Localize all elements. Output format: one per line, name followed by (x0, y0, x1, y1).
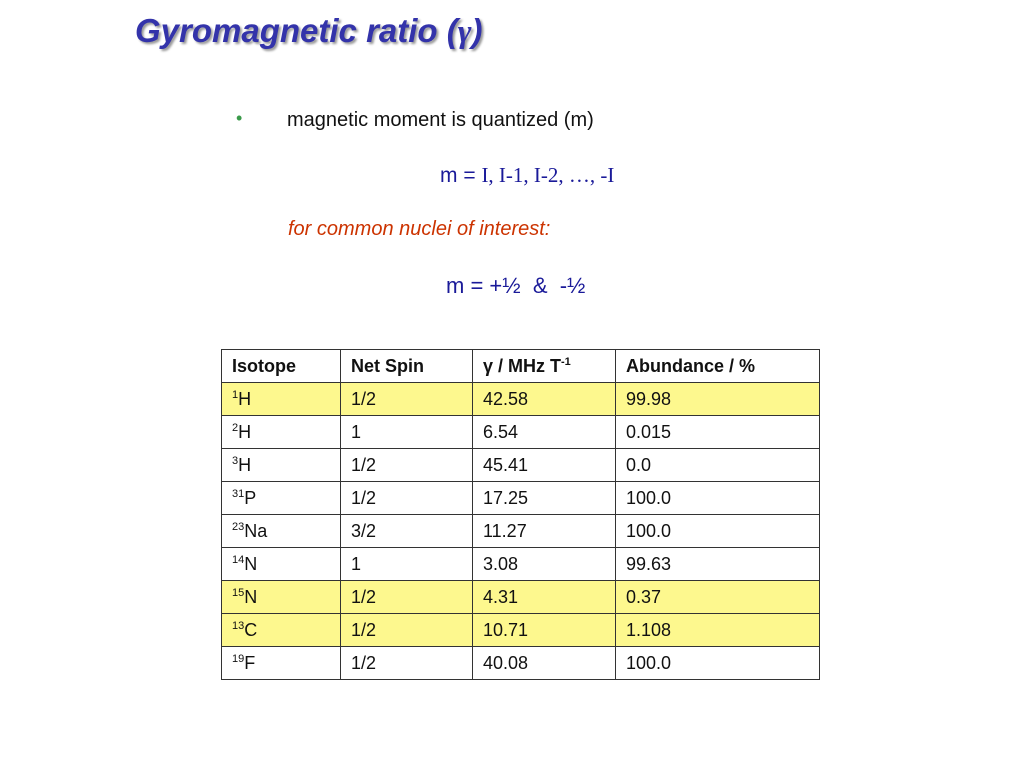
cell-abundance: 100.0 (615, 481, 820, 515)
cell-net-spin: 1/2 (340, 646, 473, 680)
cell-abundance: 99.63 (615, 547, 820, 581)
equation-half-spin: m = +½ & -½ (446, 273, 586, 298)
cell-gamma: 11.27 (472, 514, 616, 548)
cell-abundance: 100.0 (615, 646, 820, 680)
cell-isotope: 14N (221, 547, 341, 581)
cell-abundance: 1.108 (615, 613, 820, 647)
header-gamma: γ / MHz T-1 (472, 349, 616, 383)
mass-number: 13 (232, 619, 245, 632)
cell-net-spin: 3/2 (340, 514, 473, 548)
mass-number: 3 (232, 454, 239, 467)
cell-gamma: 4.31 (472, 580, 616, 614)
table-row: 19F 1/2 40.08 100.0 (221, 646, 820, 680)
cell-gamma: 6.54 (472, 415, 616, 449)
cell-net-spin: 1 (340, 415, 473, 449)
table-row: 13C 1/2 10.71 1.108 (221, 613, 820, 647)
title-text: Gyromagnetic ratio ( (135, 12, 458, 49)
cell-net-spin: 1/2 (340, 613, 473, 647)
cell-isotope: 2H (221, 415, 341, 449)
cell-isotope: 31P (221, 481, 341, 515)
header-abundance: Abundance / % (615, 349, 820, 383)
cell-gamma: 3.08 (472, 547, 616, 581)
table-row: 3H 1/2 45.41 0.0 (221, 448, 820, 482)
cell-gamma: 40.08 (472, 646, 616, 680)
element-symbol: H (238, 421, 252, 442)
cell-isotope: 23Na (221, 514, 341, 548)
mass-number: 1 (232, 388, 239, 401)
cell-net-spin: 1/2 (340, 481, 473, 515)
cell-isotope: 19F (221, 646, 341, 680)
cell-isotope: 15N (221, 580, 341, 614)
header-isotope: Isotope (221, 349, 341, 383)
cell-net-spin: 1/2 (340, 580, 473, 614)
equation-rhs: I, I-1, I-2, …, -I (481, 163, 615, 187)
cell-abundance: 0.015 (615, 415, 820, 449)
cell-abundance: 99.98 (615, 382, 820, 416)
title-close: ) (471, 12, 483, 49)
table-row: 14N 1 3.08 99.63 (221, 547, 820, 581)
element-symbol: H (238, 454, 252, 475)
isotope-table: Isotope Net Spin γ / MHz T-1 Abundance /… (221, 349, 820, 680)
cell-gamma: 45.41 (472, 448, 616, 482)
table-row: 31P 1/2 17.25 100.0 (221, 481, 820, 515)
mass-number: 15 (232, 586, 245, 599)
element-symbol: N (244, 586, 258, 607)
header-gamma-text: γ / MHz T (483, 355, 562, 376)
element-symbol: C (244, 619, 258, 640)
cell-gamma: 42.58 (472, 382, 616, 416)
mass-number: 2 (232, 421, 239, 434)
gamma-symbol: γ (457, 14, 472, 50)
mass-number: 31 (232, 487, 245, 500)
table-row: 23Na 3/2 11.27 100.0 (221, 514, 820, 548)
element-symbol: P (244, 487, 257, 508)
cell-net-spin: 1/2 (340, 382, 473, 416)
cell-abundance: 100.0 (615, 514, 820, 548)
note-text: for common nuclei of interest: (288, 218, 551, 240)
header-net-spin: Net Spin (340, 349, 473, 383)
mass-number: 19 (232, 652, 245, 665)
element-symbol: F (244, 652, 256, 673)
bullet-icon: • (236, 108, 243, 128)
cell-gamma: 17.25 (472, 481, 616, 515)
element-symbol: H (238, 388, 252, 409)
cell-abundance: 0.0 (615, 448, 820, 482)
cell-abundance: 0.37 (615, 580, 820, 614)
bullet-text: magnetic moment is quantized (m) (287, 109, 594, 131)
cell-net-spin: 1 (340, 547, 473, 581)
table-row: 15N 1/2 4.31 0.37 (221, 580, 820, 614)
equation-m-values: m = I, I-1, I-2, …, -I (440, 163, 614, 188)
header-gamma-exp: -1 (561, 355, 571, 368)
cell-gamma: 10.71 (472, 613, 616, 647)
cell-isotope: 3H (221, 448, 341, 482)
element-symbol: N (244, 553, 258, 574)
cell-net-spin: 1/2 (340, 448, 473, 482)
slide-title: Gyromagnetic ratio (γ) (135, 12, 482, 51)
table-row: 1H 1/2 42.58 99.98 (221, 382, 820, 416)
mass-number: 14 (232, 553, 245, 566)
cell-isotope: 1H (221, 382, 341, 416)
cell-isotope: 13C (221, 613, 341, 647)
table-row: 2H 1 6.54 0.015 (221, 415, 820, 449)
element-symbol: Na (244, 520, 268, 541)
equation-lhs: m = (440, 164, 482, 187)
table-header-row: Isotope Net Spin γ / MHz T-1 Abundance /… (221, 349, 820, 383)
mass-number: 23 (232, 520, 245, 533)
